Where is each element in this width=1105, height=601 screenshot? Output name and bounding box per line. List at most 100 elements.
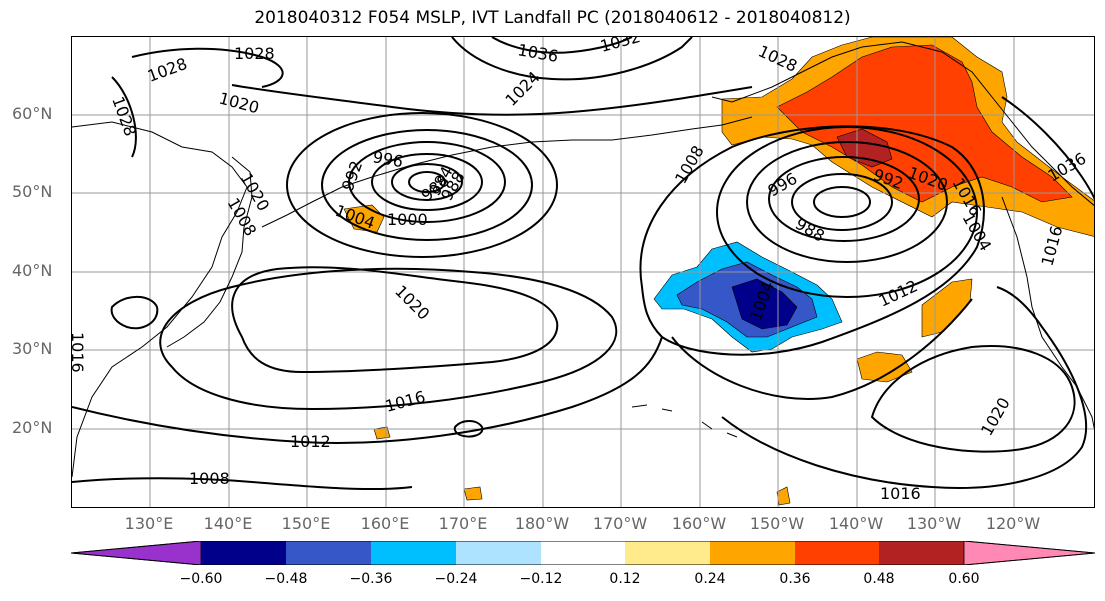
positive-ivt-region-small-3 <box>776 486 791 506</box>
isobar-high-north-1036 <box>491 37 633 54</box>
isobar-1012-west <box>72 336 663 444</box>
isobar-high-north-1028 <box>451 37 693 81</box>
contour-label: 996 <box>371 147 404 171</box>
contour-label: 1012 <box>876 276 921 310</box>
coastline-alaska <box>711 41 1094 206</box>
lon-label-140w: 140°W <box>828 514 884 533</box>
isobar-1016-west <box>159 267 618 411</box>
isobar-small-ring-2 <box>110 295 159 330</box>
contour-label: 1000 <box>387 210 428 229</box>
colorbar-tick-label: 0.24 <box>694 571 726 587</box>
positive-ivt-region-subtropic <box>856 351 913 383</box>
isobar-1020-west <box>231 266 559 374</box>
contour-label: 1008 <box>189 469 230 488</box>
isobar-low-nw-984 <box>408 171 446 193</box>
lat-label-60n: 60°N <box>12 104 53 123</box>
contour-label: 992 <box>338 158 366 193</box>
lon-label-130w: 130°W <box>906 514 962 533</box>
colorbar-swatch <box>541 541 625 565</box>
isobar-low-nw-1000 <box>321 129 533 241</box>
colorbar-svg <box>70 540 1096 566</box>
colorbar-swatch <box>371 541 456 565</box>
colorbar-tick-label: −0.12 <box>519 571 563 587</box>
colorbar-extend-max <box>963 540 1096 566</box>
colorbar-swatch <box>286 541 371 565</box>
contour-label: 1016 <box>72 332 87 373</box>
coastline-hawaii <box>631 404 738 438</box>
lon-label-170w: 170°W <box>592 514 648 533</box>
colorbar <box>70 540 1096 569</box>
positive-ivt-region-alaska-core <box>776 44 1073 203</box>
lon-label-140e: 140°E <box>203 514 253 533</box>
isobar-small-ring <box>453 420 484 438</box>
isobar-1016-east <box>721 286 1087 489</box>
lon-label-180w: 180°W <box>514 514 570 533</box>
colorbar-swatch <box>879 541 964 565</box>
isobar-high-nw-1028 <box>131 47 284 88</box>
coastline-kuril-aleutian <box>261 116 753 228</box>
isobar-low-ne-988 <box>813 186 871 218</box>
isobar-1008-ne <box>639 125 985 356</box>
isobar-high-north-1020 <box>231 84 753 116</box>
contour-label: 1028 <box>108 94 140 139</box>
map-canvas: 1028 1028 1020 1028 1036 1032 1024 1028 … <box>72 37 1094 507</box>
isobar-low-nw-992 <box>371 153 483 211</box>
isobar-low-ne-992 <box>791 173 893 231</box>
colorbar-swatch <box>795 541 879 565</box>
lon-label-160e: 160°E <box>360 514 410 533</box>
colorbar-tick-label: 0.12 <box>609 571 641 587</box>
contour-label: 1032 <box>598 37 642 56</box>
isobar-low-ne-996 <box>768 156 920 242</box>
positive-ivt-region-small-2 <box>463 486 483 501</box>
lat-label-30n: 30°N <box>12 339 53 358</box>
contour-label: 1036 <box>516 40 559 66</box>
isobar-1008-west <box>72 477 413 491</box>
colorbar-tick-label: −0.24 <box>434 571 478 587</box>
contour-label: 1020 <box>391 281 433 323</box>
isobar-low-nw-1004 <box>286 112 558 258</box>
graticule <box>72 37 1094 507</box>
colorbar-extend-min <box>70 540 202 566</box>
coastlines <box>72 41 1094 478</box>
chart-title: 2018040312 F054 MSLP, IVT Landfall PC (2… <box>254 8 851 28</box>
colorbar-tick-label: 0.36 <box>779 571 811 587</box>
contour-label: 1012 <box>290 432 331 451</box>
isobar-high-nw-1028b <box>111 76 137 158</box>
lon-label-130e: 130°E <box>124 514 174 533</box>
coastline-north-america <box>1001 196 1094 430</box>
isobar-northeast-1036 <box>1001 96 1094 200</box>
lon-label-160w: 160°W <box>671 514 727 533</box>
colorbar-tick-label: −0.60 <box>179 571 223 587</box>
isobar-low-ne-1000 <box>746 141 948 263</box>
colorbar-swatch <box>710 541 795 565</box>
colorbar-tick-label: 0.48 <box>863 571 895 587</box>
colorbar-swatch <box>456 541 541 565</box>
lon-label-150e: 150°E <box>281 514 331 533</box>
contour-label: 1020 <box>217 89 261 118</box>
map-panel: 1028 1028 1020 1028 1036 1032 1024 1028 … <box>71 36 1095 508</box>
coastline-asia <box>72 121 248 478</box>
contour-label: 1016 <box>383 387 427 416</box>
lon-label-170e: 170°E <box>438 514 488 533</box>
lat-label-50n: 50°N <box>12 182 53 201</box>
isobar-1012-east <box>671 298 973 400</box>
contour-label: 1028 <box>234 44 275 63</box>
contour-label: 1028 <box>145 54 190 86</box>
contour-label: 1020 <box>977 394 1014 439</box>
contour-label: 1016 <box>880 484 921 503</box>
isobar-low-nw-988 <box>391 163 463 201</box>
colorbar-swatch <box>625 541 710 565</box>
negative-ivt-region-core <box>731 278 798 330</box>
colorbar-swatch <box>201 541 286 565</box>
contour-label: 988 <box>792 214 828 246</box>
lon-label-120w: 120°W <box>985 514 1041 533</box>
colorbar-tick-label: 0.60 <box>948 571 980 587</box>
lon-label-150w: 150°W <box>749 514 805 533</box>
lat-label-40n: 40°N <box>12 261 53 280</box>
mslp-isobars <box>72 37 1094 491</box>
colorbar-tick-label: −0.36 <box>349 571 393 587</box>
colorbar-tick-label: −0.48 <box>264 571 308 587</box>
isobar-1020-east <box>870 345 1076 453</box>
contour-label: 1036 <box>1045 149 1090 186</box>
contour-label: 1016 <box>1038 224 1067 268</box>
